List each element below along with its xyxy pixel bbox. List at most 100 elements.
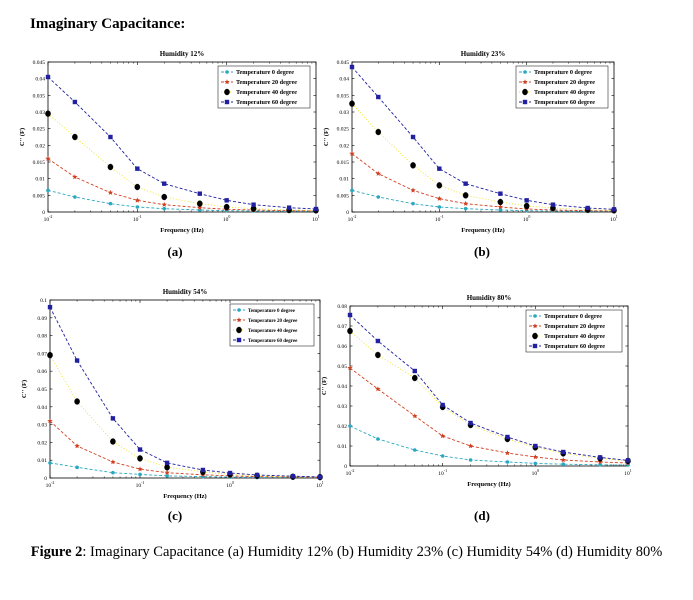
legend-entry: Temperature 60 degree <box>236 99 297 106</box>
x-tick-label: 101 <box>610 214 618 223</box>
data-point <box>73 195 77 199</box>
y-tick-label: 0.03 <box>337 404 347 410</box>
legend: Temperature 0 degree Temperature 20 degre… <box>229 303 315 347</box>
data-point <box>410 134 416 140</box>
y-tick-label: 0 <box>44 476 47 482</box>
figure-label: Figure 2 <box>30 544 83 560</box>
x-tick-label: 100 <box>223 214 231 223</box>
data-point <box>111 470 115 475</box>
x-tick-label: 101 <box>316 480 324 489</box>
data-point <box>162 206 167 211</box>
x-tick-label: 10-2 <box>348 214 357 223</box>
legend-marker <box>225 70 229 74</box>
data-point <box>524 198 529 203</box>
data-point <box>134 197 140 203</box>
data-point <box>376 437 380 441</box>
y-tick-label: 0.07 <box>337 324 347 330</box>
legend-marker <box>236 326 242 334</box>
y-tick-label: 0.015 <box>337 160 350 166</box>
data-point <box>375 170 381 176</box>
data-point <box>317 474 323 480</box>
data-point <box>313 206 319 212</box>
data-point <box>72 133 78 141</box>
y-tick-label: 0.01 <box>337 444 347 450</box>
data-point <box>46 188 50 193</box>
data-point <box>560 457 566 463</box>
data-point <box>411 374 418 382</box>
series-line <box>349 425 629 466</box>
data-point <box>349 100 355 107</box>
y-tick-label: 0.01 <box>37 458 47 464</box>
series-line <box>47 189 316 212</box>
series-3 <box>347 312 631 463</box>
data-point <box>597 455 603 460</box>
data-point <box>375 128 382 136</box>
data-point <box>254 472 260 478</box>
data-point <box>504 450 511 456</box>
data-point <box>437 205 442 209</box>
series-line <box>47 113 317 211</box>
x-tick-label: 101 <box>624 468 632 477</box>
data-point <box>550 202 556 207</box>
x-tick-label: 10-1 <box>435 214 444 223</box>
legend-entry: Temperature 40 degree <box>534 89 595 96</box>
data-point <box>625 458 631 463</box>
series-3 <box>349 64 617 212</box>
y-tick-label: 0.035 <box>337 93 350 99</box>
data-point <box>498 208 503 212</box>
data-point <box>348 424 352 428</box>
data-point <box>375 338 381 344</box>
data-point <box>137 455 143 462</box>
data-point <box>498 191 503 196</box>
data-point <box>375 351 381 359</box>
data-point <box>110 416 116 421</box>
figure-caption-text: : Imaginary Capacitance (a) Humidity 12%… <box>82 544 663 560</box>
y-tick-label: 0.03 <box>339 110 349 116</box>
data-point <box>410 187 416 193</box>
data-point <box>200 467 206 473</box>
data-point <box>412 413 418 419</box>
data-point <box>611 207 617 212</box>
legend: Temperature 0 degree Temperature 20 degre… <box>515 65 609 109</box>
x-axis-label: Frequency (Hz) <box>163 493 206 500</box>
data-point <box>349 64 355 70</box>
data-point <box>45 74 51 80</box>
series-line <box>351 66 615 210</box>
legend-entry: Temperature 40 degree <box>248 329 298 334</box>
data-point <box>110 438 116 445</box>
data-point <box>410 162 416 169</box>
data-point <box>505 460 510 464</box>
data-point <box>74 398 80 405</box>
legend-marker <box>522 99 528 105</box>
data-point <box>347 327 353 335</box>
y-tick-label: 0.03 <box>35 110 45 116</box>
data-point <box>598 463 602 467</box>
y-tick-label: 0.045 <box>337 60 350 66</box>
x-tick-label: 10-2 <box>46 480 55 489</box>
legend-marker <box>523 70 527 74</box>
series-line <box>351 189 614 212</box>
y-tick-label: 0.045 <box>33 60 46 66</box>
legend-marker <box>224 99 230 105</box>
data-point <box>436 195 442 201</box>
y-tick-label: 0.015 <box>33 160 46 166</box>
data-point <box>462 192 469 199</box>
x-tick-label: 100 <box>532 468 540 477</box>
data-point <box>440 402 445 408</box>
series-line <box>49 420 321 478</box>
y-tick-label: 0.1 <box>40 298 47 304</box>
x-tick-label: 100 <box>523 214 531 223</box>
legend-entry: Temperature 20 degree <box>248 319 298 324</box>
x-tick-label: 100 <box>226 480 234 489</box>
legend-marker <box>224 88 230 96</box>
x-tick-label: 10-1 <box>438 468 447 477</box>
data-point <box>107 163 114 171</box>
y-tick-label: 0.02 <box>337 424 347 430</box>
x-axis-label: Frequency (Hz) <box>160 227 203 234</box>
data-point <box>138 472 142 477</box>
legend-entry: Temperature 60 degree <box>544 343 605 350</box>
data-point <box>411 201 415 206</box>
data-point <box>74 358 80 363</box>
